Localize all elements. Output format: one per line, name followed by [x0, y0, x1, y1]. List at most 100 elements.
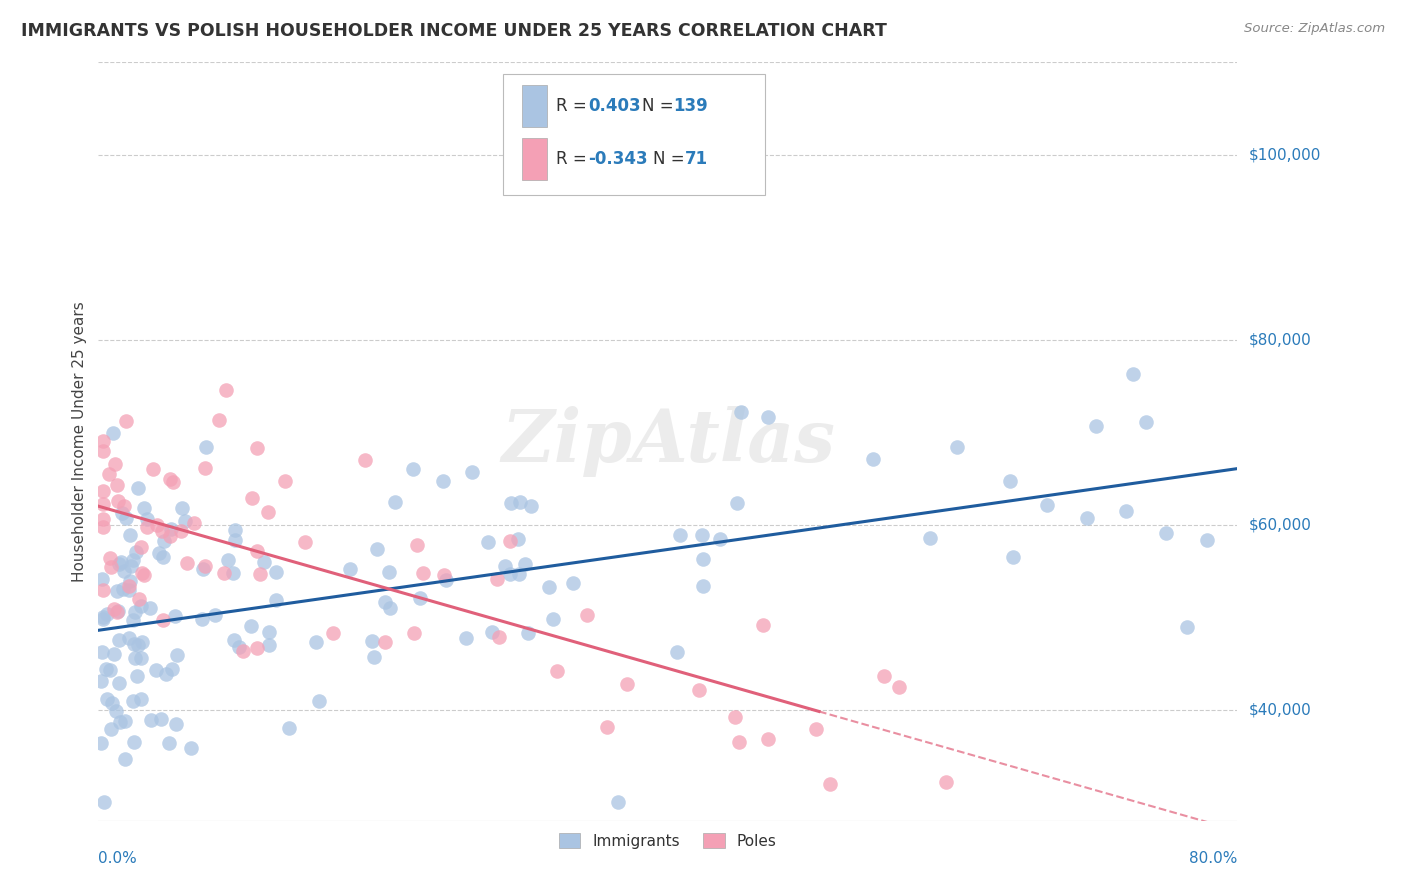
- Point: [159, 529, 181, 543]
- Point: [194, 558, 217, 573]
- Point: [90, 736, 112, 750]
- Point: [494, 558, 516, 573]
- Point: [758, 732, 780, 747]
- Point: [668, 528, 690, 542]
- Text: $100,000: $100,000: [1249, 147, 1320, 162]
- Point: [193, 562, 215, 576]
- Text: 139: 139: [673, 96, 709, 115]
- Point: [433, 567, 456, 582]
- Legend: Immigrants, Poles: Immigrants, Poles: [553, 827, 783, 855]
- Point: [596, 720, 619, 734]
- Point: [380, 600, 402, 615]
- Point: [129, 599, 152, 613]
- Point: [91, 434, 114, 448]
- Point: [114, 752, 136, 766]
- Point: [240, 491, 263, 506]
- Point: [98, 663, 121, 677]
- Point: [159, 472, 181, 486]
- Point: [100, 723, 122, 737]
- Point: [945, 440, 967, 454]
- Point: [257, 505, 280, 519]
- Point: [360, 633, 382, 648]
- Point: [93, 795, 115, 809]
- Point: [246, 640, 269, 655]
- Point: [752, 618, 775, 632]
- Point: [118, 579, 141, 593]
- Point: [129, 651, 152, 665]
- Point: [322, 626, 344, 640]
- Point: [152, 613, 174, 627]
- Point: [118, 528, 141, 542]
- Point: [501, 496, 523, 510]
- Point: [576, 608, 599, 623]
- Point: [363, 650, 385, 665]
- Point: [118, 582, 141, 597]
- Point: [136, 520, 159, 534]
- Point: [125, 669, 148, 683]
- Point: [214, 383, 236, 397]
- Point: [434, 573, 457, 587]
- Point: [91, 645, 114, 659]
- Point: [131, 566, 153, 581]
- Point: [294, 535, 316, 549]
- Point: [91, 512, 114, 526]
- Point: [730, 405, 752, 419]
- Point: [97, 467, 120, 481]
- Point: [264, 566, 287, 580]
- Text: IMMIGRANTS VS POLISH HOUSEHOLDER INCOME UNDER 25 YEARS CORRELATION CHART: IMMIGRANTS VS POLISH HOUSEHOLDER INCOME …: [21, 22, 887, 40]
- Point: [308, 694, 330, 708]
- Point: [124, 650, 146, 665]
- Point: [146, 518, 169, 533]
- Point: [935, 775, 957, 789]
- Point: [91, 497, 114, 511]
- Point: [104, 457, 127, 471]
- Point: [107, 604, 129, 618]
- Point: [96, 662, 118, 676]
- Point: [96, 607, 118, 622]
- Point: [208, 413, 231, 427]
- Point: [224, 533, 246, 547]
- Point: [108, 676, 131, 690]
- Point: [107, 494, 129, 508]
- Point: [125, 545, 148, 559]
- Point: [485, 572, 508, 586]
- Point: [546, 665, 568, 679]
- Point: [402, 626, 425, 640]
- Point: [103, 425, 125, 440]
- Point: [124, 605, 146, 619]
- Point: [1135, 415, 1157, 429]
- Text: R =: R =: [557, 96, 592, 115]
- Point: [409, 591, 432, 605]
- Point: [121, 694, 143, 708]
- Point: [432, 474, 454, 488]
- Text: N =: N =: [641, 96, 679, 115]
- Point: [124, 734, 146, 748]
- Point: [148, 546, 170, 560]
- Point: [91, 612, 114, 626]
- Point: [112, 499, 135, 513]
- Point: [222, 632, 245, 647]
- Point: [139, 713, 162, 727]
- Point: [152, 549, 174, 564]
- Text: 0.0%: 0.0%: [98, 851, 138, 866]
- Point: [122, 637, 145, 651]
- Bar: [522, 138, 547, 180]
- Point: [257, 638, 280, 652]
- Point: [180, 741, 202, 756]
- Point: [692, 579, 714, 593]
- Text: 71: 71: [685, 150, 709, 168]
- Point: [616, 677, 638, 691]
- Point: [132, 500, 155, 515]
- Point: [222, 566, 245, 580]
- Point: [114, 714, 136, 728]
- Point: [122, 553, 145, 567]
- Point: [155, 667, 177, 681]
- Point: [709, 532, 731, 546]
- Point: [339, 562, 361, 576]
- Point: [688, 683, 710, 698]
- Point: [374, 595, 396, 609]
- Text: Source: ZipAtlas.com: Source: ZipAtlas.com: [1244, 22, 1385, 36]
- Text: 0.403: 0.403: [588, 96, 641, 115]
- Point: [366, 542, 388, 557]
- Point: [499, 566, 522, 581]
